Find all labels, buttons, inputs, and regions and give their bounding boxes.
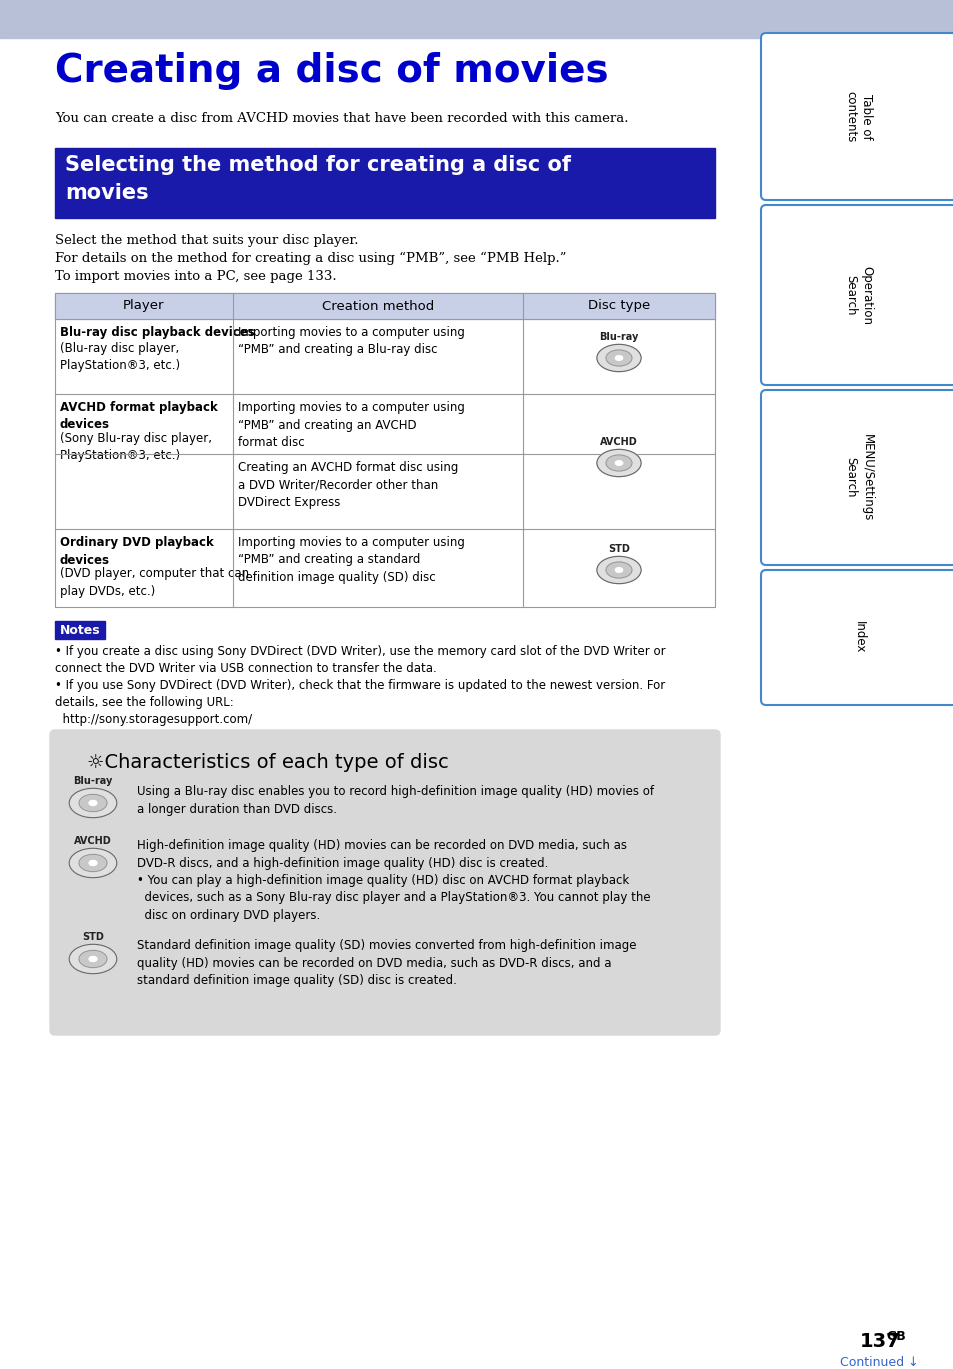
Text: Importing movies to a computer using
“PMB” and creating an AVCHD
format disc: Importing movies to a computer using “PM… xyxy=(237,401,464,449)
Ellipse shape xyxy=(70,849,116,878)
FancyBboxPatch shape xyxy=(50,730,720,1035)
Text: Operation
Search: Operation Search xyxy=(843,266,873,324)
Bar xyxy=(55,293,714,319)
FancyBboxPatch shape xyxy=(760,205,953,385)
Text: Standard definition image quality (SD) movies converted from high-definition ima: Standard definition image quality (SD) m… xyxy=(137,939,636,987)
Ellipse shape xyxy=(605,350,631,366)
Text: Blu-ray: Blu-ray xyxy=(73,776,112,786)
Ellipse shape xyxy=(605,561,631,578)
Text: Using a Blu-ray disc enables you to record high-definition image quality (HD) mo: Using a Blu-ray disc enables you to reco… xyxy=(137,784,654,816)
Text: ☼Characteristics of each type of disc: ☼Characteristics of each type of disc xyxy=(87,753,448,772)
Text: Disc type: Disc type xyxy=(587,300,649,312)
FancyBboxPatch shape xyxy=(760,570,953,705)
Bar xyxy=(55,293,714,606)
Text: Importing movies to a computer using
“PMB” and creating a Blu-ray disc: Importing movies to a computer using “PM… xyxy=(237,326,464,356)
Ellipse shape xyxy=(70,945,116,973)
Text: • If you use Sony DVDirect (DVD Writer), check that the firmware is updated to t: • If you use Sony DVDirect (DVD Writer),… xyxy=(55,679,664,726)
Text: (Sony Blu-ray disc player,
PlayStation®3, etc.): (Sony Blu-ray disc player, PlayStation®3… xyxy=(60,433,212,463)
Text: STD: STD xyxy=(82,932,104,942)
Ellipse shape xyxy=(597,345,640,371)
Text: Creation method: Creation method xyxy=(321,300,434,312)
Bar xyxy=(55,622,105,639)
Text: (Blu-ray disc player,
PlayStation®3, etc.): (Blu-ray disc player, PlayStation®3, etc… xyxy=(60,342,180,372)
Ellipse shape xyxy=(89,957,97,961)
Text: GB: GB xyxy=(885,1331,904,1343)
Text: Select the method that suits your disc player.: Select the method that suits your disc p… xyxy=(55,234,358,246)
Text: Ordinary DVD playback
devices: Ordinary DVD playback devices xyxy=(60,537,213,567)
Text: Notes: Notes xyxy=(60,623,100,637)
Ellipse shape xyxy=(597,449,640,476)
Ellipse shape xyxy=(615,568,622,572)
Ellipse shape xyxy=(89,861,97,865)
Text: Blu-ray: Blu-ray xyxy=(598,333,638,342)
Ellipse shape xyxy=(79,950,107,968)
Text: To import movies into a PC, see page 133.: To import movies into a PC, see page 133… xyxy=(55,270,336,283)
Ellipse shape xyxy=(615,460,622,465)
Text: Continued ↓: Continued ↓ xyxy=(840,1357,918,1369)
Text: Player: Player xyxy=(123,300,165,312)
Text: AVCHD: AVCHD xyxy=(74,836,112,846)
Ellipse shape xyxy=(597,556,640,583)
Text: STD: STD xyxy=(607,545,629,554)
Ellipse shape xyxy=(615,356,622,360)
Bar xyxy=(0,0,953,38)
Text: • If you create a disc using Sony DVDirect (DVD Writer), use the memory card slo: • If you create a disc using Sony DVDire… xyxy=(55,645,665,675)
Text: Creating an AVCHD format disc using
a DVD Writer/Recorder other than
DVDirect Ex: Creating an AVCHD format disc using a DV… xyxy=(237,461,457,509)
Text: Importing movies to a computer using
“PMB” and creating a standard
definition im: Importing movies to a computer using “PM… xyxy=(237,537,464,585)
FancyBboxPatch shape xyxy=(760,390,953,565)
Bar xyxy=(55,148,714,218)
Ellipse shape xyxy=(89,801,97,805)
Text: You can create a disc from AVCHD movies that have been recorded with this camera: You can create a disc from AVCHD movies … xyxy=(55,112,628,125)
Text: Creating a disc of movies: Creating a disc of movies xyxy=(55,52,608,90)
FancyBboxPatch shape xyxy=(760,33,953,200)
Ellipse shape xyxy=(79,794,107,812)
Text: Index: Index xyxy=(852,622,864,653)
Text: Table of
contents: Table of contents xyxy=(843,90,873,142)
Text: (DVD player, computer that can
play DVDs, etc.): (DVD player, computer that can play DVDs… xyxy=(60,567,249,597)
Text: AVCHD format playback
devices: AVCHD format playback devices xyxy=(60,401,217,431)
Text: AVCHD: AVCHD xyxy=(599,438,638,448)
Ellipse shape xyxy=(605,455,631,471)
Ellipse shape xyxy=(79,854,107,872)
Ellipse shape xyxy=(70,789,116,817)
Text: Blu-ray disc playback devices: Blu-ray disc playback devices xyxy=(60,326,254,340)
Text: High-definition image quality (HD) movies can be recorded on DVD media, such as
: High-definition image quality (HD) movie… xyxy=(137,839,650,921)
Text: 137: 137 xyxy=(859,1332,900,1351)
Text: Selecting the method for creating a disc of
movies: Selecting the method for creating a disc… xyxy=(65,155,571,203)
Text: MENU/Settings
Search: MENU/Settings Search xyxy=(843,434,873,522)
Text: For details on the method for creating a disc using “PMB”, see “PMB Help.”: For details on the method for creating a… xyxy=(55,252,566,266)
